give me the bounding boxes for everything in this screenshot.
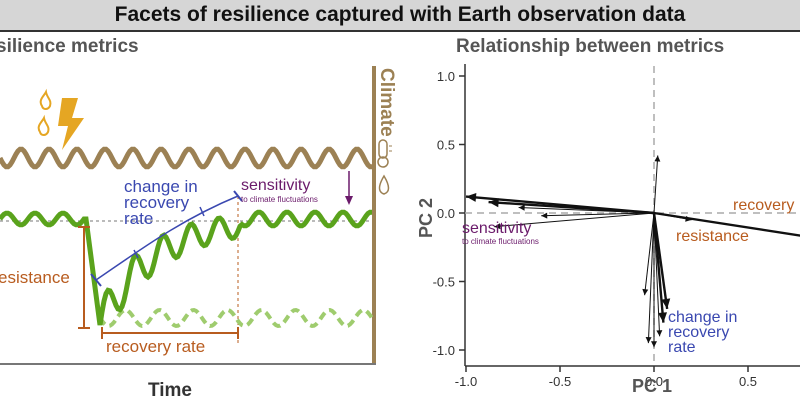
y-axis-label: PC 2 <box>416 198 436 238</box>
y-tick-label: 0.0 <box>437 206 455 221</box>
y-tick-label: 1.0 <box>437 69 455 84</box>
sensitivity-label: sensitivity <box>241 177 310 194</box>
change-vector-label: change in recovery rate <box>668 309 742 356</box>
recovery-rate-label: recovery rate <box>106 337 205 356</box>
x-tick-label: 0.0 <box>645 374 663 389</box>
loading-vector <box>651 213 657 348</box>
climate-oscillation <box>0 146 372 170</box>
time-axis-label: Time <box>148 380 192 401</box>
resistance-vector-label: resistance <box>676 228 749 245</box>
vegetation-trajectory <box>0 209 372 326</box>
loading-vector <box>653 212 692 222</box>
loading-vectors <box>465 155 800 348</box>
banner: Facets of resilience captured with Earth… <box>0 0 800 32</box>
no-recovery-trajectory <box>98 307 374 329</box>
loading-vector <box>653 212 663 337</box>
loading-vector <box>518 204 655 214</box>
x-ticks: -1.0 -0.5 0.0 0.5 <box>455 366 757 389</box>
left-panel-heading: silience metrics <box>0 36 139 57</box>
thermometer-icon <box>377 139 392 168</box>
loading-vector <box>653 155 661 214</box>
change-rate-mid-tick <box>133 249 139 259</box>
sensitivity-vector-sublabel: to climate fluctuations <box>462 237 539 246</box>
y-tick-label: -1.0 <box>433 343 455 358</box>
resistance-label: esistance <box>0 268 70 287</box>
x-tick-label: 0.5 <box>739 374 757 389</box>
climate-label: Climate <box>376 68 397 137</box>
fire-lightning-icon <box>37 88 84 150</box>
sensitivity-vector-label: sensitivity <box>462 220 531 237</box>
sensitivity-sublabel: to climate fluctuations <box>241 195 318 204</box>
loading-vector <box>494 212 655 230</box>
x-tick-label: -0.5 <box>549 374 571 389</box>
biplot-panel: 1.0 0.5 0.0 -0.5 -1.0 -1.0 -0.5 0.0 0.5 PC 2 PC… <box>416 64 800 396</box>
y-tick-label: -0.5 <box>433 275 455 290</box>
loading-vector <box>652 212 671 310</box>
loading-vector <box>642 212 655 296</box>
change-rate-mid-tick-2 <box>199 206 205 217</box>
banner-title: Facets of resilience captured with Earth… <box>114 3 686 26</box>
y-ticks: 1.0 0.5 0.0 -0.5 -1.0 <box>433 69 465 358</box>
x-axis-label: PC 1 <box>632 376 672 396</box>
schematic-panel: Climate change in recovery rate sensitiv… <box>0 66 397 401</box>
loading-vector <box>541 212 655 219</box>
change-rate-label: change in recovery rate <box>124 177 202 228</box>
change-rate-curve <box>95 195 239 281</box>
loading-vector <box>488 198 655 215</box>
recovery-vector-label: recovery <box>733 197 794 214</box>
change-rate-start-tick <box>90 273 102 287</box>
x-tick-label: -1.0 <box>455 374 477 389</box>
sensitivity-arrow-head <box>345 196 353 205</box>
y-tick-label: 0.5 <box>437 138 455 153</box>
loading-vector <box>645 212 655 344</box>
droplet-icon <box>378 174 390 195</box>
right-panel-heading: Relationship between metrics <box>456 36 725 57</box>
loading-vector <box>653 211 800 237</box>
change-rate-end-tick <box>233 190 243 202</box>
